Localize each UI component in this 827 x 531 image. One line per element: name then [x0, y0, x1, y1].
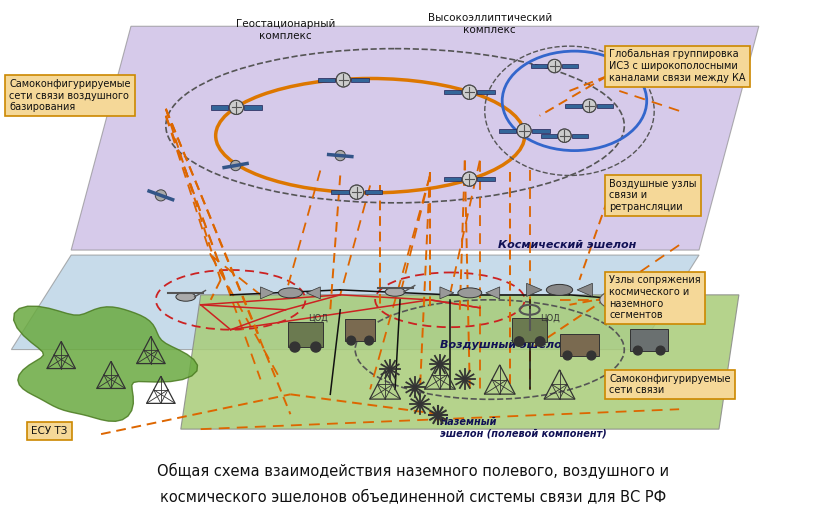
FancyBboxPatch shape [531, 64, 547, 68]
FancyBboxPatch shape [318, 78, 335, 82]
FancyBboxPatch shape [477, 90, 495, 95]
Polygon shape [261, 287, 275, 299]
Circle shape [633, 346, 643, 355]
Ellipse shape [176, 293, 196, 301]
Circle shape [336, 73, 351, 87]
Text: ЦОД: ЦОД [308, 313, 328, 322]
FancyBboxPatch shape [560, 333, 600, 356]
Polygon shape [181, 295, 739, 429]
Circle shape [462, 85, 476, 99]
Polygon shape [12, 255, 699, 349]
Circle shape [656, 346, 665, 355]
FancyBboxPatch shape [499, 129, 516, 133]
Circle shape [535, 337, 545, 346]
FancyBboxPatch shape [365, 190, 382, 194]
FancyBboxPatch shape [288, 322, 323, 347]
FancyBboxPatch shape [541, 134, 557, 138]
Circle shape [347, 336, 356, 345]
Text: Воздушные узлы
связи и
ретрансляции: Воздушные узлы связи и ретрансляции [609, 179, 697, 212]
Circle shape [231, 160, 241, 170]
Polygon shape [485, 287, 500, 299]
Text: Глобальная группировка
ИСЗ с широкополосными
каналами связи между КА: Глобальная группировка ИСЗ с широкополос… [609, 49, 746, 83]
Circle shape [517, 124, 531, 138]
Text: Самоконфигурируемые
сети связи воздушного
базирования: Самоконфигурируемые сети связи воздушног… [9, 79, 131, 113]
Text: Космический эшелон: Космический эшелон [498, 240, 636, 250]
Circle shape [290, 342, 300, 352]
FancyBboxPatch shape [444, 177, 461, 182]
Circle shape [583, 99, 596, 113]
Circle shape [335, 150, 346, 161]
Text: Узлы сопряжения
космического и
наземного
сегментов: Узлы сопряжения космического и наземного… [609, 276, 701, 320]
Ellipse shape [547, 285, 572, 295]
Polygon shape [440, 287, 454, 299]
Text: ЦОД: ЦОД [540, 313, 559, 322]
Circle shape [462, 172, 476, 186]
FancyBboxPatch shape [630, 329, 668, 350]
Text: Общая схема взаимодействия наземного полевого, воздушного и: Общая схема взаимодействия наземного пол… [157, 463, 669, 479]
FancyBboxPatch shape [566, 104, 582, 108]
FancyBboxPatch shape [331, 190, 349, 194]
Circle shape [514, 337, 524, 346]
FancyBboxPatch shape [477, 177, 495, 182]
Polygon shape [577, 284, 592, 296]
Text: ЕСУ ТЗ: ЕСУ ТЗ [31, 426, 68, 436]
Polygon shape [13, 306, 198, 421]
FancyBboxPatch shape [562, 64, 578, 68]
FancyBboxPatch shape [244, 105, 262, 109]
Text: Воздушный эшелон: Воздушный эшелон [440, 339, 569, 349]
FancyBboxPatch shape [211, 105, 228, 109]
Circle shape [547, 59, 562, 73]
Text: Геостационарный
комплекс: Геостационарный комплекс [236, 19, 335, 41]
FancyBboxPatch shape [597, 104, 614, 108]
Circle shape [311, 342, 321, 352]
Circle shape [557, 129, 571, 142]
FancyBboxPatch shape [444, 90, 461, 95]
Polygon shape [71, 26, 759, 250]
Circle shape [229, 100, 243, 115]
Ellipse shape [458, 288, 482, 298]
Text: Высокоэллиптический
комплекс: Высокоэллиптический комплекс [428, 13, 552, 35]
FancyBboxPatch shape [532, 129, 550, 133]
Text: Наземный
эшелон (полевой компонент): Наземный эшелон (полевой компонент) [440, 417, 607, 439]
Ellipse shape [385, 287, 405, 296]
FancyBboxPatch shape [512, 318, 547, 341]
Circle shape [587, 351, 595, 360]
Text: космического эшелонов объединенной системы связи для ВС РФ: космического эшелонов объединенной систе… [160, 489, 666, 504]
Text: Самоконфигурируемые
сети связи: Самоконфигурируемые сети связи [609, 374, 731, 395]
Ellipse shape [279, 288, 303, 298]
Circle shape [350, 185, 364, 199]
FancyBboxPatch shape [572, 134, 589, 138]
FancyBboxPatch shape [351, 78, 369, 82]
Circle shape [365, 336, 374, 345]
Circle shape [155, 190, 166, 201]
Ellipse shape [600, 290, 638, 310]
Polygon shape [527, 284, 542, 296]
Polygon shape [306, 287, 320, 299]
FancyBboxPatch shape [345, 319, 375, 340]
Circle shape [563, 351, 571, 360]
